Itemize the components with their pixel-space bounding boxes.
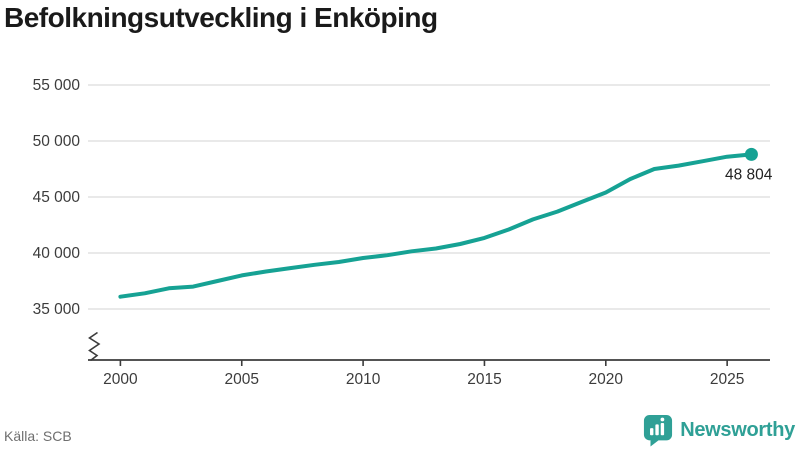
axis-break-icon — [88, 331, 101, 362]
y-tick-label: 55 000 — [33, 77, 81, 94]
y-tick-label: 45 000 — [33, 189, 81, 206]
newsworthy-brand-text: Newsworthy — [680, 419, 795, 441]
x-tick-label: 2015 — [467, 371, 501, 388]
end-point-label: 48 804 — [725, 166, 773, 183]
population-line — [118, 152, 754, 299]
y-tick-label: 35 000 — [33, 301, 81, 318]
end-point-dot — [744, 147, 758, 161]
y-tick-label: 50 000 — [33, 133, 81, 150]
newsworthy-logo: Newsworthy — [643, 414, 795, 447]
x-tick-label: 2000 — [103, 371, 138, 388]
x-tick-label: 2020 — [589, 371, 624, 388]
page-title: Befolkningsutveckling i Enköping — [4, 2, 438, 33]
source-label: Källa: SCB — [4, 428, 72, 444]
x-tick-label: 2010 — [346, 371, 381, 388]
x-tick-label: 2025 — [710, 371, 744, 388]
x-tick-label: 2005 — [225, 371, 259, 388]
newsworthy-logo-icon — [644, 415, 673, 447]
y-tick-label: 40 000 — [33, 245, 81, 262]
